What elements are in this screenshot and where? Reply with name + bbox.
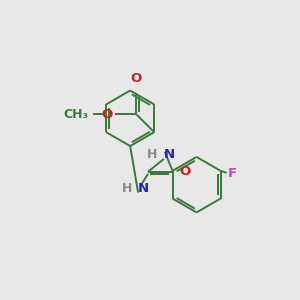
Text: H: H <box>147 148 157 161</box>
Text: O: O <box>131 72 142 85</box>
Text: H: H <box>122 182 132 195</box>
Text: CH₃: CH₃ <box>64 108 89 121</box>
Text: N: N <box>164 148 175 161</box>
Text: O: O <box>101 108 112 121</box>
Text: F: F <box>227 167 237 180</box>
Text: N: N <box>138 182 149 195</box>
Text: O: O <box>180 165 191 178</box>
